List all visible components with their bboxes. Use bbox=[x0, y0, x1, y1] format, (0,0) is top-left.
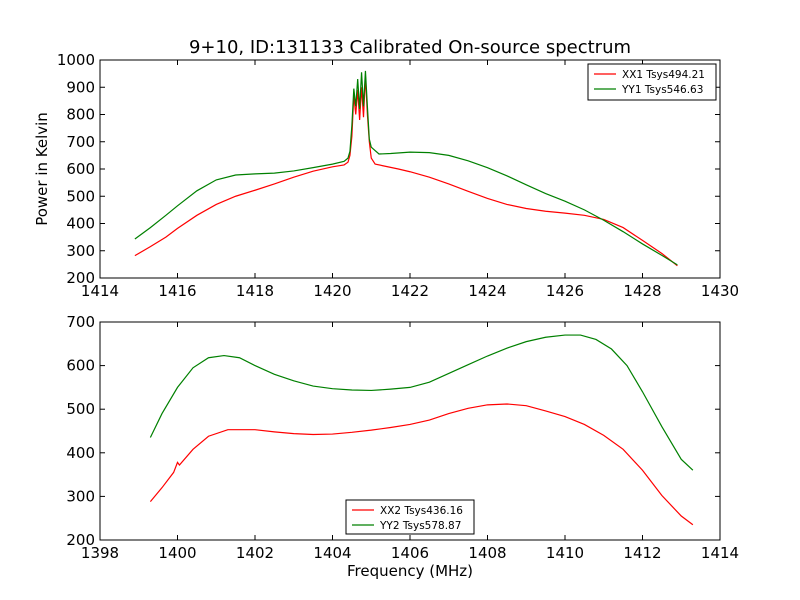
y-tick-label: 1000 bbox=[57, 51, 95, 69]
series-line-1-0 bbox=[149, 403, 694, 526]
x-tick-label: 1408 bbox=[468, 544, 506, 562]
legend-box bbox=[345, 499, 475, 535]
x-tick-label: 1406 bbox=[391, 544, 429, 562]
y-tick-label: 500 bbox=[66, 400, 95, 418]
x-tick-label: 1400 bbox=[158, 544, 196, 562]
y-tick-label: 600 bbox=[66, 357, 95, 375]
legend: XX1 Tsys494.21 YY1 Tsys546.63 bbox=[587, 63, 717, 101]
series-line-0-0 bbox=[134, 76, 678, 267]
y-tick-label: 800 bbox=[66, 106, 95, 124]
y-tick-label: 400 bbox=[66, 215, 95, 233]
y-tick-label: 400 bbox=[66, 444, 95, 462]
y-tick-label: 700 bbox=[66, 133, 95, 151]
x-tick-label: 1422 bbox=[391, 282, 429, 300]
x-tick-label: 1402 bbox=[236, 544, 274, 562]
x-tick-label: 1430 bbox=[701, 282, 739, 300]
x-tick-label: 1414 bbox=[701, 544, 739, 562]
x-tick-label: 1420 bbox=[313, 282, 351, 300]
y-tick-label: 300 bbox=[66, 487, 95, 505]
y-tick-label: 200 bbox=[66, 269, 95, 287]
top-panel: 1414 1416 1418 1420 1422 1424 1426 1428 1430 200 3… bbox=[33, 51, 739, 300]
legend-entry-label: XX2 Tsys436.16 bbox=[380, 505, 463, 517]
y-tick-label: 700 bbox=[66, 313, 95, 331]
legend: XX2 Tsys436.16 YY2 Tsys578.87 bbox=[345, 499, 475, 535]
y-axis-label: Power in Kelvin bbox=[33, 112, 51, 226]
y-tick-label: 900 bbox=[66, 78, 95, 96]
figure-title: 9+10, ID:131133 Calibrated On-source spe… bbox=[189, 37, 631, 58]
y-tick-label: 300 bbox=[66, 242, 95, 260]
x-tick-label: 1424 bbox=[468, 282, 506, 300]
series-line-1-1 bbox=[149, 334, 694, 471]
x-tick-label: 1418 bbox=[236, 282, 274, 300]
x-tick-label: 1414 bbox=[81, 282, 119, 300]
x-tick-label: 1404 bbox=[313, 544, 351, 562]
y-tick-label: 200 bbox=[66, 531, 95, 549]
x-tick-label: 1410 bbox=[546, 544, 584, 562]
x-tick-label: 1416 bbox=[158, 282, 196, 300]
x-tick-label: 1412 bbox=[623, 544, 661, 562]
legend-entry-label: XX1 Tsys494.21 bbox=[622, 69, 705, 81]
x-tick-label: 1428 bbox=[623, 282, 661, 300]
legend-box bbox=[587, 63, 717, 101]
y-tick-label: 500 bbox=[66, 187, 95, 205]
x-tick-label: 1426 bbox=[546, 282, 584, 300]
legend-entry-label: YY1 Tsys546.63 bbox=[621, 84, 703, 96]
legend-entry-label: YY2 Tsys578.87 bbox=[379, 520, 461, 532]
series-line-0-1 bbox=[134, 70, 678, 266]
bottom-panel: 1398 1400 1402 1404 1406 1408 1410 1412 1414 200 3… bbox=[66, 313, 739, 580]
y-tick-label: 600 bbox=[66, 160, 95, 178]
x-tick-label: 1398 bbox=[81, 544, 119, 562]
x-axis-label: Frequency (MHz) bbox=[347, 562, 473, 580]
